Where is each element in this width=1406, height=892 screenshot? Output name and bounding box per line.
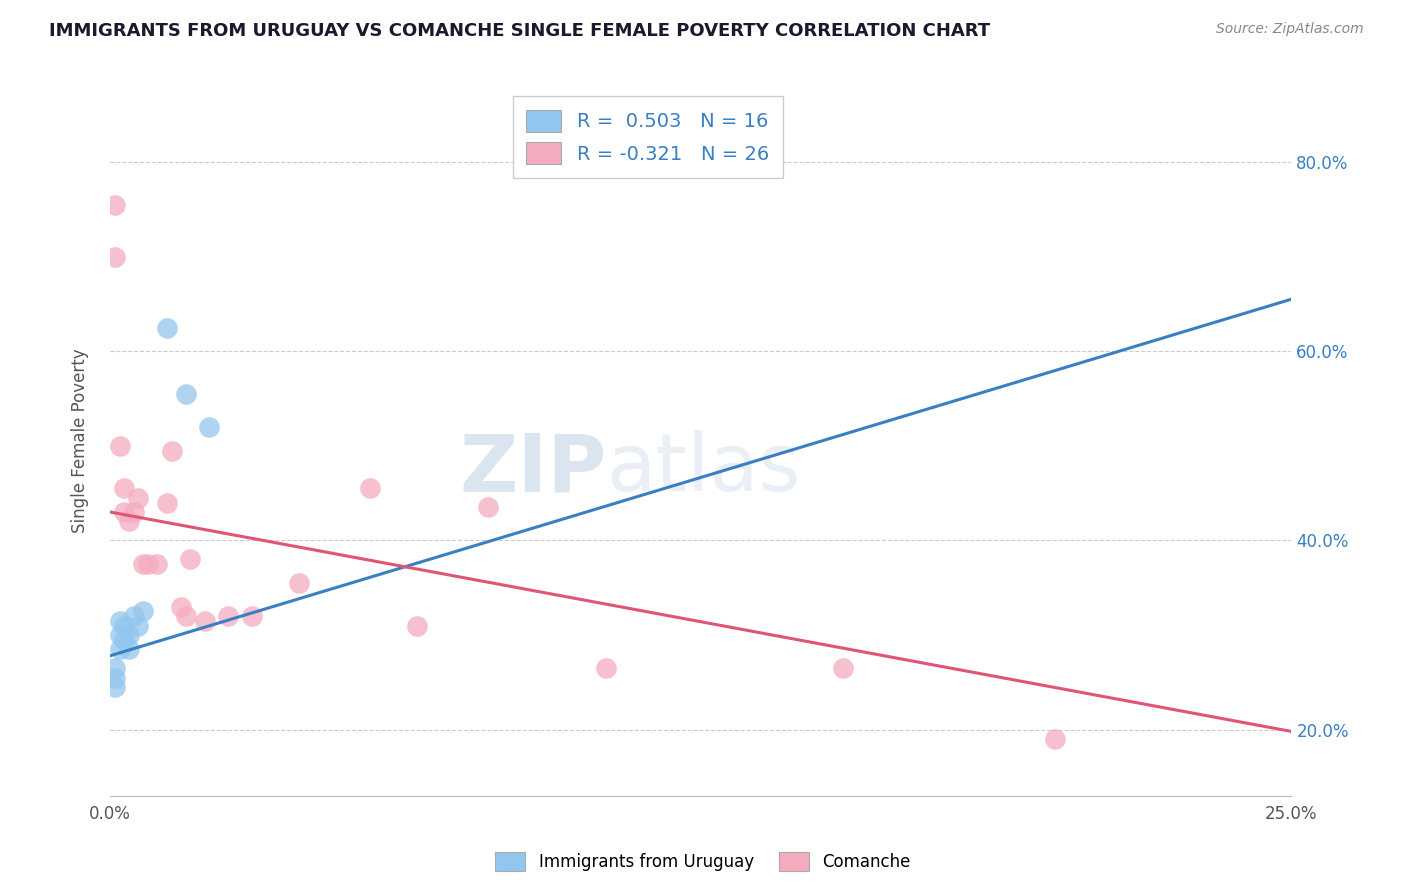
Point bbox=[118, 642, 141, 657]
Point bbox=[104, 197, 127, 211]
Point bbox=[132, 557, 155, 571]
Point bbox=[160, 443, 183, 458]
Text: IMMIGRANTS FROM URUGUAY VS COMANCHE SINGLE FEMALE POVERTY CORRELATION CHART: IMMIGRANTS FROM URUGUAY VS COMANCHE SING… bbox=[49, 22, 990, 40]
Point bbox=[122, 505, 145, 519]
Point bbox=[217, 609, 239, 624]
Point bbox=[112, 632, 135, 647]
Point bbox=[174, 386, 197, 401]
Point bbox=[108, 439, 131, 453]
Point bbox=[104, 680, 127, 694]
Legend: Immigrants from Uruguay, Comanche: Immigrants from Uruguay, Comanche bbox=[486, 843, 920, 880]
Point bbox=[122, 609, 145, 624]
Point bbox=[118, 628, 141, 642]
Point bbox=[112, 481, 135, 495]
Point bbox=[136, 557, 159, 571]
Point bbox=[198, 420, 221, 434]
Point bbox=[127, 618, 149, 632]
Point bbox=[108, 642, 131, 657]
Point bbox=[179, 552, 201, 566]
Point bbox=[240, 609, 263, 624]
Point bbox=[170, 599, 193, 614]
Point bbox=[118, 515, 141, 529]
Point bbox=[174, 609, 197, 624]
Point bbox=[477, 500, 499, 515]
Point bbox=[156, 495, 179, 509]
Point bbox=[156, 320, 179, 334]
Point bbox=[104, 671, 127, 685]
Point bbox=[127, 491, 149, 505]
Point bbox=[595, 661, 617, 675]
Point bbox=[831, 661, 853, 675]
Text: Source: ZipAtlas.com: Source: ZipAtlas.com bbox=[1216, 22, 1364, 37]
Point bbox=[406, 618, 429, 632]
Point bbox=[1043, 731, 1066, 746]
Legend: R =  0.503   N = 16, R = -0.321   N = 26: R = 0.503 N = 16, R = -0.321 N = 26 bbox=[513, 96, 783, 178]
Point bbox=[104, 661, 127, 675]
Point bbox=[112, 618, 135, 632]
Text: ZIP: ZIP bbox=[458, 431, 606, 508]
Point bbox=[359, 481, 381, 495]
Point bbox=[288, 576, 311, 591]
Y-axis label: Single Female Poverty: Single Female Poverty bbox=[72, 349, 89, 533]
Point bbox=[108, 628, 131, 642]
Point bbox=[146, 557, 169, 571]
Point bbox=[194, 614, 217, 628]
Point bbox=[132, 604, 155, 618]
Text: atlas: atlas bbox=[606, 431, 800, 508]
Point bbox=[112, 505, 135, 519]
Point bbox=[108, 614, 131, 628]
Point bbox=[104, 250, 127, 264]
